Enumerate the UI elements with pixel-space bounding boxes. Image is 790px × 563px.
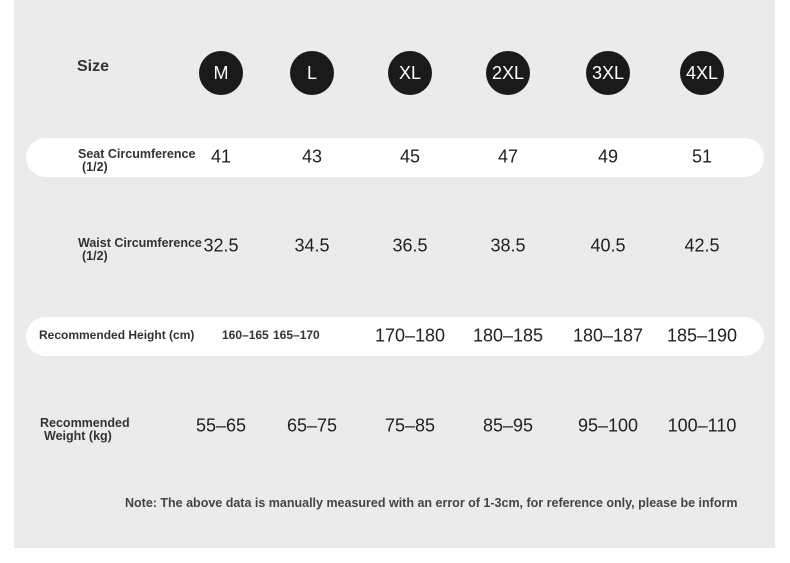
cell-value: 49 [597, 146, 619, 167]
cell-value: 65–75 [286, 415, 338, 436]
cell-value: 40.5 [590, 235, 626, 256]
cell-value: 180–187 [572, 325, 644, 346]
row-sublabel: (1/2) [82, 249, 108, 263]
cell-value: 75–85 [384, 415, 436, 436]
cell-value: 41 [210, 146, 232, 167]
row-band [26, 138, 764, 177]
cell-value: 185–190 [666, 325, 738, 346]
size-badge: XL [388, 51, 432, 95]
size-label: Size [77, 58, 110, 75]
cell-value: 170–180 [374, 325, 446, 346]
cell-value: 43 [301, 146, 323, 167]
row-label: Recommended Height (cm) [39, 328, 195, 342]
cell-value: 34.5 [294, 235, 330, 256]
cell-value: 32.5 [203, 235, 239, 256]
row-label: Seat Circumference [78, 147, 196, 161]
cell-value: 100–110 [667, 415, 737, 436]
cell-value: 180–185 [472, 325, 544, 346]
row-label: Recommended [40, 416, 130, 430]
size-badge: 4XL [680, 51, 724, 95]
row-sublabel: Weight (kg) [44, 429, 112, 443]
cell-value: 95–100 [577, 415, 639, 436]
cell-value: 38.5 [490, 235, 526, 256]
cell-value: 42.5 [684, 235, 720, 256]
cell-value: 47 [497, 146, 519, 167]
cell-value: 165–170 [273, 328, 320, 342]
cell-value: 85–95 [482, 415, 534, 436]
row-label: Waist Circumference [78, 236, 202, 250]
note: Note: The above data is manually measure… [125, 496, 738, 510]
cell-value: 51 [691, 146, 713, 167]
cell-value: 45 [399, 146, 421, 167]
row-band [26, 317, 764, 356]
size-badge: 2XL [486, 51, 530, 95]
size-badge: 3XL [586, 51, 630, 95]
size-chart: Size M L XL 2XL 3XL 4XL Seat Circumference (1/2)… [14, 0, 775, 548]
cell-value: 55–65 [195, 415, 247, 436]
cell-value: 36.5 [392, 235, 428, 256]
cell-value: 160–165 [222, 328, 269, 342]
size-badge: L [290, 51, 334, 95]
size-badge: M [199, 51, 243, 95]
row-sublabel: (1/2) [82, 160, 108, 174]
